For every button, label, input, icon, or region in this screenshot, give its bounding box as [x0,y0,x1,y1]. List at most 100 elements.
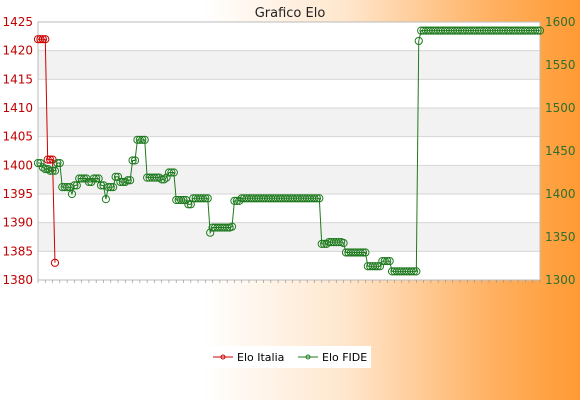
data-point-italia [38,35,47,44]
data-point-fide [179,195,188,205]
y-right-tick-label: 1450 [545,144,576,158]
data-point-fide [312,194,321,203]
plot-frame [37,21,541,281]
grid-band [38,108,540,137]
data-point-fide [53,158,62,168]
data-point-fide [383,256,392,266]
grid-bands [38,22,540,280]
data-point-fide [169,168,178,177]
data-point-fide [77,174,86,183]
data-point-fide [184,200,193,209]
x-axis-ticks [37,280,541,283]
data-point-fide [230,196,239,205]
y-left-tick-label: 1410 [2,101,33,115]
data-point-italia [36,35,45,44]
data-point-fide [157,175,166,184]
data-point-fide [206,228,215,237]
data-point-fide [135,135,144,144]
data-point-fide [140,135,149,144]
y-axis-left: 1380 1385 1390 1395 1400 1405 1410 1415 1420 1425 [2,15,33,287]
y-right-tick-label: 1600 [545,15,576,29]
grid-band [38,165,540,194]
data-point-fide [380,256,389,266]
data-point-fide [104,183,113,192]
y-right-tick-label: 1400 [545,187,576,201]
data-point-fide [123,176,132,185]
grid-band [38,79,540,108]
data-point-fide [409,267,418,276]
y-right-tick-label: 1300 [545,273,576,287]
data-point-fide [370,262,380,271]
data-point-italia [50,258,60,267]
data-point-fide [55,158,64,168]
y-left-tick-label: 1390 [2,216,33,230]
data-point-italia [43,155,52,164]
data-point-fide [223,223,232,232]
data-point-fide [121,177,130,187]
data-point-fide [533,26,542,35]
chart-title: Grafico Elo [255,6,326,21]
series-line-italia [38,38,56,263]
data-point-fide [33,158,43,168]
data-point-fide [375,262,385,271]
grid-band [38,50,540,80]
grid-band [38,251,540,280]
legend-label-fide: Elo FIDE [322,351,367,364]
data-point-fide [162,173,171,182]
data-point-fide [126,176,135,185]
y-left-tick-label: 1415 [2,72,33,86]
y-left-tick-label: 1425 [2,15,33,29]
y-right-tick-label: 1500 [545,101,576,115]
data-point-fide [356,248,365,257]
data-point-fide [92,174,101,183]
data-point-fide [67,189,77,199]
data-point-fide [203,194,212,203]
data-point-italia [41,35,50,44]
data-point-fide [198,194,208,203]
data-point-fide [535,26,545,35]
data-point-fide [232,196,241,205]
data-point-fide [38,163,47,172]
data-point-fide [201,194,210,203]
series-layer [33,26,545,276]
data-point-fide [358,248,368,257]
legend-marker-italia [220,354,226,360]
grid-band [38,222,540,252]
data-point-fide [48,166,57,175]
legend-marker-fide [305,354,311,360]
grid-band [38,136,540,166]
legend-label-italia: Elo Italia [237,351,284,364]
data-point-fide [385,256,394,266]
data-point-fide [46,166,55,175]
y-left-tick-label: 1380 [2,273,33,287]
y-left-tick-label: 1385 [2,244,33,258]
data-point-fide [407,267,416,276]
data-point-fide [414,36,423,46]
data-point-fide [113,172,123,181]
data-point-fide [111,172,120,181]
grid-lines [37,21,541,281]
data-point-fide [106,183,115,192]
data-point-fide [36,158,45,168]
data-point-fide [167,168,176,177]
y-right-tick-label: 1350 [545,230,576,244]
data-point-fide [176,195,186,205]
data-point-fide [130,156,140,165]
grid-band [38,22,540,51]
data-point-fide [315,194,324,203]
y-left-tick-label: 1420 [2,44,33,58]
data-point-fide [70,181,79,190]
y-left-tick-label: 1405 [2,130,33,144]
data-point-fide [373,262,382,271]
y-right-tick-label: 1550 [545,58,576,72]
data-point-fide [227,222,237,231]
data-point-fide [109,183,118,192]
data-point-fide [128,156,137,165]
data-point-fide [339,238,348,248]
data-point-fide [101,195,111,204]
data-point-italia [46,155,55,164]
y-left-tick-label: 1400 [2,158,33,172]
data-point-fide [50,166,60,175]
